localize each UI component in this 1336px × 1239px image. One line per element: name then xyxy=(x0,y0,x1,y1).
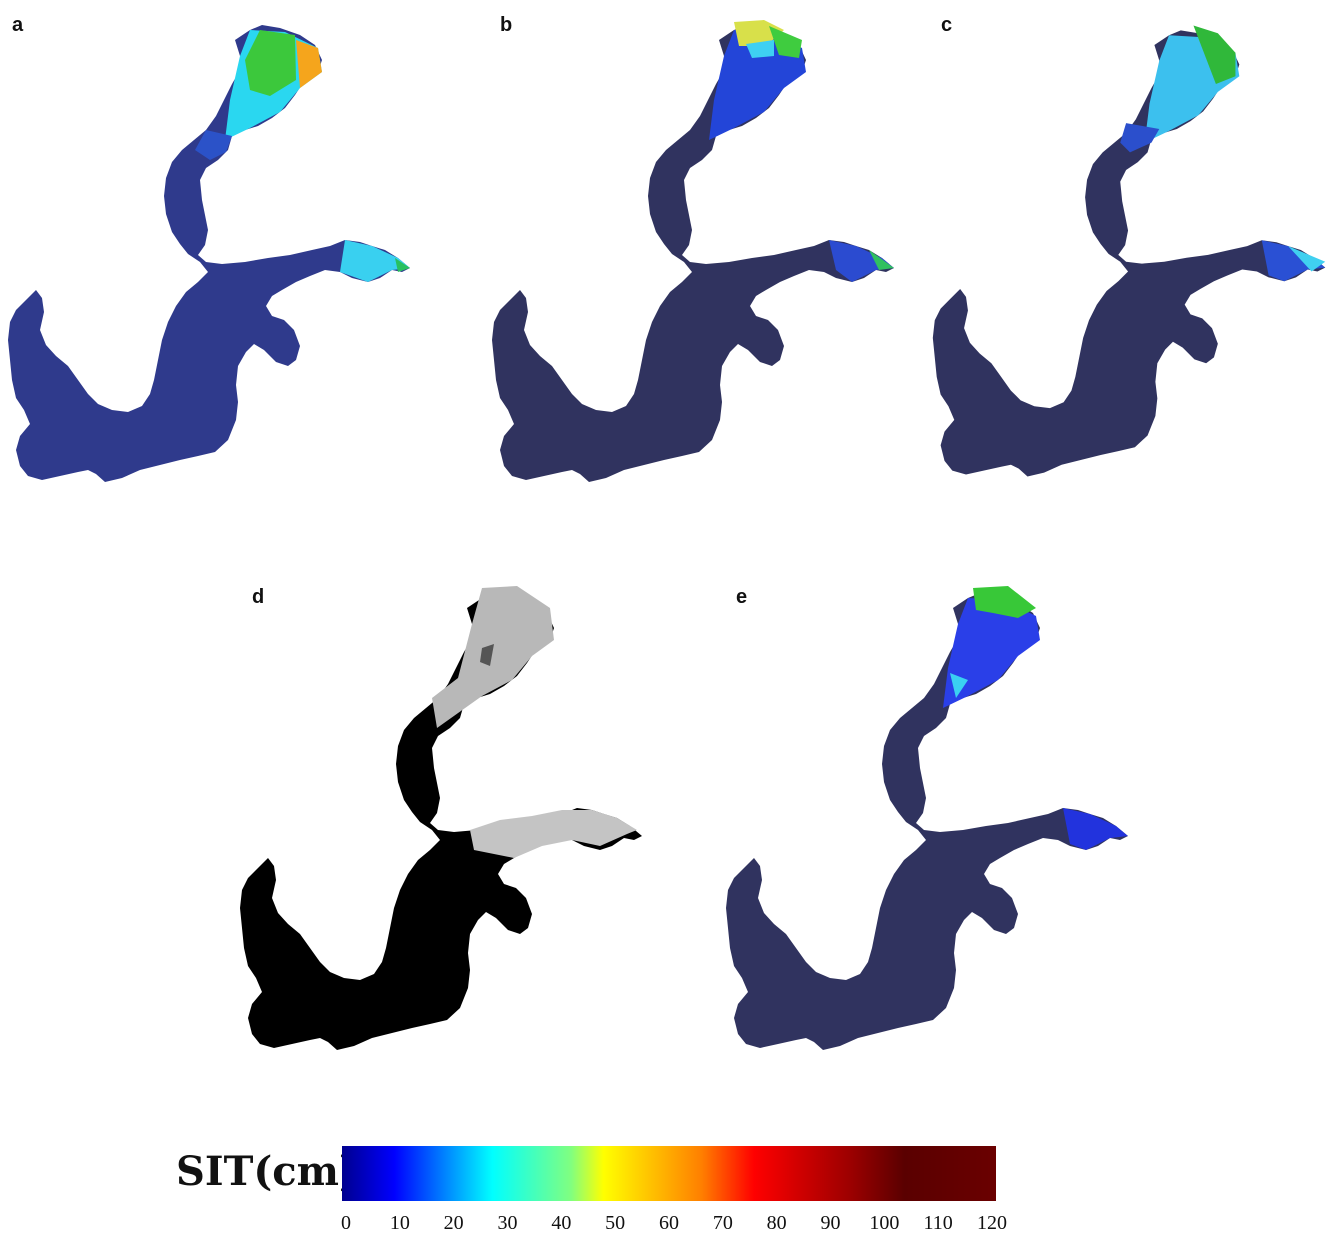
map-c xyxy=(925,25,1326,500)
panel-label-c: c xyxy=(941,14,953,36)
colorbar-tick: 20 xyxy=(443,1212,464,1234)
colorbar-tick: 70 xyxy=(712,1212,733,1234)
panel-label-a: a xyxy=(12,14,24,36)
panel-c: c xyxy=(925,0,1336,500)
colorbar-tick: 60 xyxy=(659,1212,679,1234)
colorbar-tick: 90 xyxy=(820,1212,841,1234)
map-d xyxy=(232,586,652,1068)
colorbar-tick: 110 xyxy=(923,1212,953,1234)
panel-a: a xyxy=(0,0,420,500)
map-b xyxy=(484,20,894,500)
colorbar-tick: 120 xyxy=(977,1212,1007,1234)
panel-e: e xyxy=(718,568,1138,1068)
panel-label-b: b xyxy=(500,14,513,36)
panel-d: d xyxy=(232,568,652,1068)
panel-label-d: d xyxy=(252,586,265,608)
colorbar-tick: 0 xyxy=(341,1212,351,1234)
map-e xyxy=(718,586,1128,1068)
panel-label-e: e xyxy=(736,586,748,608)
colorbar-tick: 10 xyxy=(389,1212,410,1234)
colorbar-tick: 50 xyxy=(605,1212,626,1234)
panel-b: b xyxy=(484,0,904,500)
colorbar-tick: 30 xyxy=(497,1212,518,1234)
map-a xyxy=(0,0,410,500)
colorbar-tick: 80 xyxy=(766,1212,787,1234)
colorbar-title: SIT(cm) xyxy=(176,1148,358,1195)
colorbar xyxy=(342,1146,996,1201)
colorbar-tick: 100 xyxy=(869,1212,900,1234)
colorbar-tick: 40 xyxy=(551,1212,572,1234)
